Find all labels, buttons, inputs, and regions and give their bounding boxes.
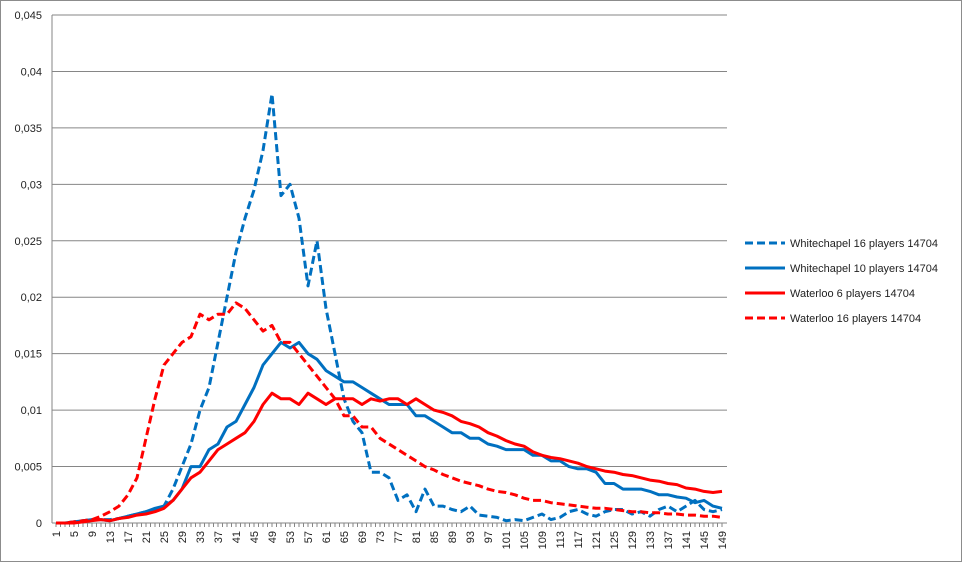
x-tick-label: 125 — [609, 531, 621, 549]
x-tick-label: 117 — [573, 531, 585, 549]
x-axis: 1 5 9 13 17 21 25 29 33 37 41 45 49 53 57 61 65 69 73 77 81 8… — [51, 15, 729, 549]
x-tick-label: 133 — [645, 531, 657, 549]
x-tick-label: 37 — [213, 531, 225, 543]
y-tick-label: 0,035 — [14, 123, 42, 135]
x-tick-label: 145 — [699, 531, 711, 549]
x-tick-label: 5 — [69, 531, 81, 537]
y-tick-label: 0,005 — [14, 462, 42, 474]
x-tick-label: 65 — [339, 531, 351, 543]
x-tick-label: 73 — [375, 531, 387, 543]
x-tick-label: 21 — [141, 531, 153, 543]
x-tick-label: 69 — [357, 531, 369, 543]
legend: Whitechapel 16 players 14704 Whitechapel … — [745, 238, 938, 325]
series-line-4 — [56, 301, 723, 525]
x-tick-label: 97 — [483, 531, 495, 543]
y-tick-label: 0,015 — [14, 349, 42, 361]
series-line-1 — [56, 92, 723, 525]
x-tick-label: 57 — [303, 531, 315, 543]
x-tick-label: 77 — [393, 531, 405, 543]
legend-label: Waterloo 6 players 14704 — [790, 288, 915, 300]
x-tick-label: 1 — [51, 531, 63, 537]
x-tick-label: 81 — [411, 531, 423, 543]
x-tick-label: 85 — [429, 531, 441, 543]
x-tick-label: 105 — [519, 531, 531, 549]
x-tick-label: 17 — [123, 531, 135, 543]
x-tick-label: 101 — [501, 531, 513, 549]
legend-label: Whitechapel 16 players 14704 — [790, 238, 938, 250]
x-tick-label: 137 — [663, 531, 675, 549]
x-tick-label: 129 — [627, 531, 639, 549]
x-tick-label: 113 — [555, 531, 567, 549]
legend-label: Whitechapel 10 players 14704 — [790, 263, 938, 275]
x-tick-label: 93 — [465, 531, 477, 543]
y-tick-label: 0,045 — [14, 10, 42, 22]
y-tick-label: 0 — [36, 518, 42, 530]
x-tick-label: 53 — [285, 531, 297, 543]
series-line-2 — [56, 340, 723, 525]
y-tick-label: 0,03 — [21, 179, 42, 191]
x-tick-label: 25 — [159, 531, 171, 543]
x-tick-label: 89 — [447, 531, 459, 543]
x-tick-label: 9 — [87, 531, 99, 537]
x-tick-label: 141 — [681, 531, 693, 549]
x-tick-label: 45 — [249, 531, 261, 543]
gridlines — [52, 14, 727, 524]
x-tick-label: 41 — [231, 531, 243, 543]
y-tick-label: 0,01 — [21, 405, 42, 417]
series-line-3 — [56, 391, 723, 525]
y-tick-label: 0,04 — [21, 66, 42, 78]
x-tick-label: 29 — [177, 531, 189, 543]
x-tick-label: 33 — [195, 531, 207, 543]
legend-label: Waterloo 16 players 14704 — [790, 313, 921, 325]
y-axis-ticks: 0 0,005 0,01 0,015 0,02 0,025 0,03 0,035 0,04 0,0… — [14, 10, 42, 530]
series-lines — [56, 92, 723, 525]
x-tick-label: 61 — [321, 531, 333, 543]
y-tick-label: 0,02 — [21, 292, 42, 304]
x-tick-label: 109 — [537, 531, 549, 549]
y-tick-label: 0,025 — [14, 236, 42, 248]
x-tick-label: 121 — [591, 531, 603, 549]
x-tick-label: 49 — [267, 531, 279, 543]
x-tick-label: 149 — [717, 531, 729, 549]
x-tick-label: 13 — [105, 531, 117, 543]
